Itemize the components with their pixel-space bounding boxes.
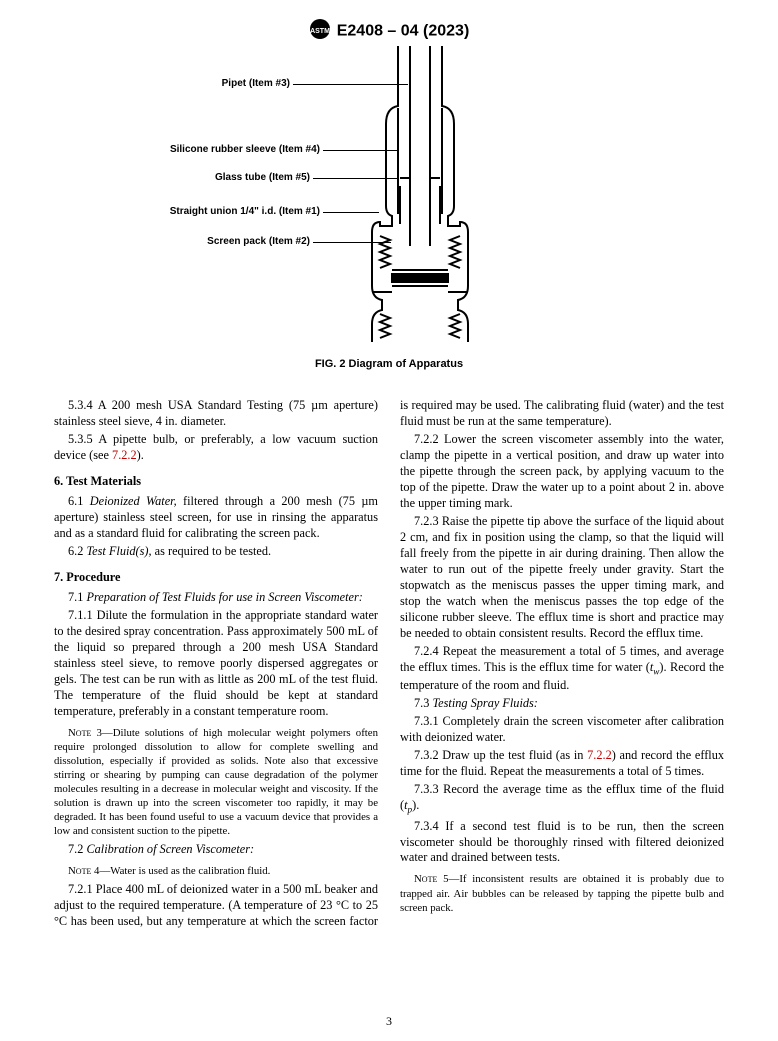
note-head: Note 3— [68,727,113,739]
page-header: ASTM E2408 – 04 (2023) [0,18,778,45]
text: 5.3.5 A pipette bulb, or preferably, a l… [54,432,378,462]
text: 7.3.3 Record the average time as the eff… [400,782,724,812]
para-7-3-1: 7.3.1 Completely drain the screen viscom… [400,714,724,746]
para-7-3-2: 7.3.2 Draw up the test fluid (as in 7.2.… [400,748,724,780]
text: ). [137,448,144,462]
text: as required to be tested. [152,544,272,558]
text: 7.3.2 Draw up the test fluid (as in [414,748,587,762]
body-columns: 5.3.4 A 200 mesh USA Standard Testing (7… [54,398,724,1011]
note-head: Note 5— [414,873,459,885]
astm-logo-icon: ASTM [309,18,331,45]
note-body: Dilute solutions of high molecular weigh… [54,727,378,837]
text: ). [412,798,419,812]
apparatus-diagram: Pipet (Item #3) Silicone rubber sleeve (… [0,46,778,356]
para-7-3-4: 7.3.4 If a second test fluid is to be ru… [400,819,724,867]
leader-line [293,84,408,85]
text: 6.2 [68,544,86,558]
para-7-1: 7.1 Preparation of Test Fluids for use i… [54,590,378,606]
note-3: Note 3—Dilute solutions of high molecula… [54,726,378,838]
text: 7.3 [414,696,432,710]
text: 7.1 [68,590,86,604]
page: ASTM E2408 – 04 (2023) [0,0,778,1041]
para-7-1-1: 7.1.1 Dilute the formulation in the appr… [54,608,378,720]
figure-caption: FIG. 2 Diagram of Apparatus [0,358,778,370]
para-6-2: 6.2 Test Fluid(s), as required to be tes… [54,544,378,560]
heading-7: 7. Procedure [54,570,378,586]
note-head: Note 4— [68,865,110,877]
leader-line [323,212,379,213]
leader-line [323,150,397,151]
label-pipet: Pipet (Item #3) [160,78,290,89]
text-ital: Calibration of Screen Viscometer: [86,842,254,856]
para-5-3-4: 5.3.4 A 200 mesh USA Standard Testing (7… [54,398,378,430]
para-5-3-5: 5.3.5 A pipette bulb, or preferably, a l… [54,432,378,464]
label-union: Straight union 1/4" i.d. (Item #1) [120,206,320,217]
para-7-2-3: 7.2.3 Raise the pipette tip above the su… [400,514,724,642]
note-5: Note 5—If inconsistent results are obtai… [400,872,724,914]
svg-text:ASTM: ASTM [310,28,330,35]
xref-7-2-2[interactable]: 7.2.2 [112,448,137,462]
text-ital: Test Fluid(s), [86,544,151,558]
xref-7-2-2-b[interactable]: 7.2.2 [587,748,612,762]
label-sleeve: Silicone rubber sleeve (Item #4) [130,144,320,155]
text-ital: Testing Spray Fluids: [432,696,537,710]
text: 6.1 [68,494,90,508]
page-number: 3 [0,1014,778,1029]
heading-6: 6. Test Materials [54,474,378,490]
para-7-2-4: 7.2.4 Repeat the measurement a total of … [400,644,724,694]
text-ital: Preparation of Test Fluids for use in Sc… [86,590,362,604]
text-ital: Deionized Water, [90,494,177,508]
note-4: Note 4—Water is used as the calibration … [54,864,378,878]
text: 7.2 [68,842,86,856]
para-7-2-2: 7.2.2 Lower the screen viscometer assemb… [400,432,724,512]
para-7-3-3: 7.3.3 Record the average time as the eff… [400,782,724,816]
note-body: Water is used as the calibration fluid. [110,865,270,877]
para-7-2: 7.2 Calibration of Screen Viscometer: [54,842,378,858]
label-glass-tube: Glass tube (Item #5) [180,172,310,183]
leader-line [313,242,391,243]
apparatus-svg [320,46,520,346]
label-screen-pack: Screen pack (Item #2) [170,236,310,247]
para-6-1: 6.1 Deionized Water, filtered through a … [54,494,378,542]
leader-line [313,178,399,179]
standard-id: E2408 – 04 (2023) [337,23,470,40]
para-7-3: 7.3 Testing Spray Fluids: [400,696,724,712]
